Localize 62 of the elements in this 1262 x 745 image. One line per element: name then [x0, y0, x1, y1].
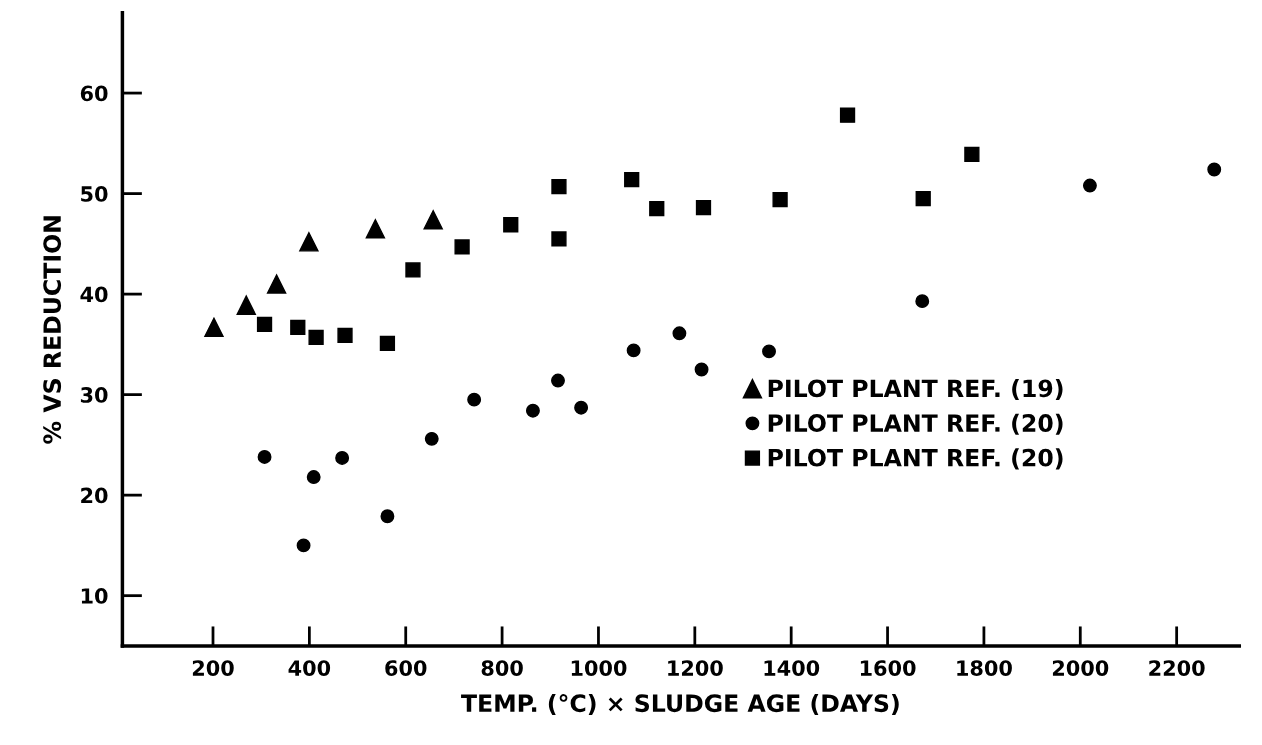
point: [551, 373, 565, 388]
point: [467, 392, 482, 407]
point: [915, 294, 930, 309]
x-tick-label: 400: [288, 660, 331, 676]
point: [839, 107, 856, 123]
point: [257, 450, 272, 464]
point: [306, 470, 321, 484]
point: [1207, 162, 1222, 177]
point: [762, 344, 776, 359]
point: [672, 326, 687, 341]
point: [405, 262, 421, 278]
point: [337, 327, 353, 343]
point: [1082, 178, 1097, 193]
point: [424, 431, 439, 446]
point: [626, 343, 641, 358]
point: [551, 178, 567, 195]
y-tick-label: 60: [80, 85, 108, 102]
point: [574, 400, 589, 415]
point: [266, 274, 287, 294]
legend-label: PILOT PLANT REF. (20): [768, 413, 1063, 435]
point: [964, 146, 980, 163]
x-tick-label: 1800: [957, 660, 1012, 676]
point: [380, 509, 395, 524]
point: [772, 191, 788, 208]
point: [299, 232, 319, 252]
y-tick-label: 20: [81, 487, 108, 504]
point: [296, 538, 311, 553]
legend-label: PILOT PLANT REF. (20): [768, 448, 1063, 470]
point: [454, 239, 470, 255]
point: [236, 295, 256, 315]
point: [649, 201, 665, 217]
point: [365, 219, 386, 239]
y-tick-label: 40: [80, 286, 108, 303]
x-tick-label: 1200: [668, 660, 723, 676]
y-tick-label: 10: [81, 588, 108, 604]
point: [695, 200, 712, 216]
point: [525, 403, 540, 418]
y-axis-title: % VS REDUCTION: [43, 216, 62, 444]
x-tick-label: 1600: [860, 660, 916, 676]
point: [379, 335, 396, 352]
x-tick-label: 200: [192, 660, 234, 676]
y-tick-label: 30: [80, 387, 108, 403]
point: [624, 171, 640, 188]
x-tick-label: 800: [481, 660, 523, 676]
x-tick-label: 2000: [1052, 660, 1109, 676]
y-tick-label: 50: [81, 186, 108, 202]
x-tick-label: 1000: [571, 660, 627, 676]
point: [551, 231, 567, 247]
point: [308, 329, 324, 345]
point: [503, 217, 519, 233]
x-tick-label: 1400: [764, 660, 820, 676]
x-tick-label: 2200: [1149, 660, 1205, 676]
legend-label: PILOT PLANT REF. (19): [768, 379, 1063, 401]
point: [694, 362, 709, 377]
point: [256, 316, 273, 332]
point: [423, 210, 443, 230]
x-axis-title: TEMP. (°C) × SLUDGE AGE (DAYS): [461, 693, 899, 715]
point: [915, 190, 931, 207]
point: [204, 317, 224, 338]
x-tick-label: 600: [385, 660, 427, 676]
point: [335, 451, 350, 465]
point: [290, 319, 306, 335]
